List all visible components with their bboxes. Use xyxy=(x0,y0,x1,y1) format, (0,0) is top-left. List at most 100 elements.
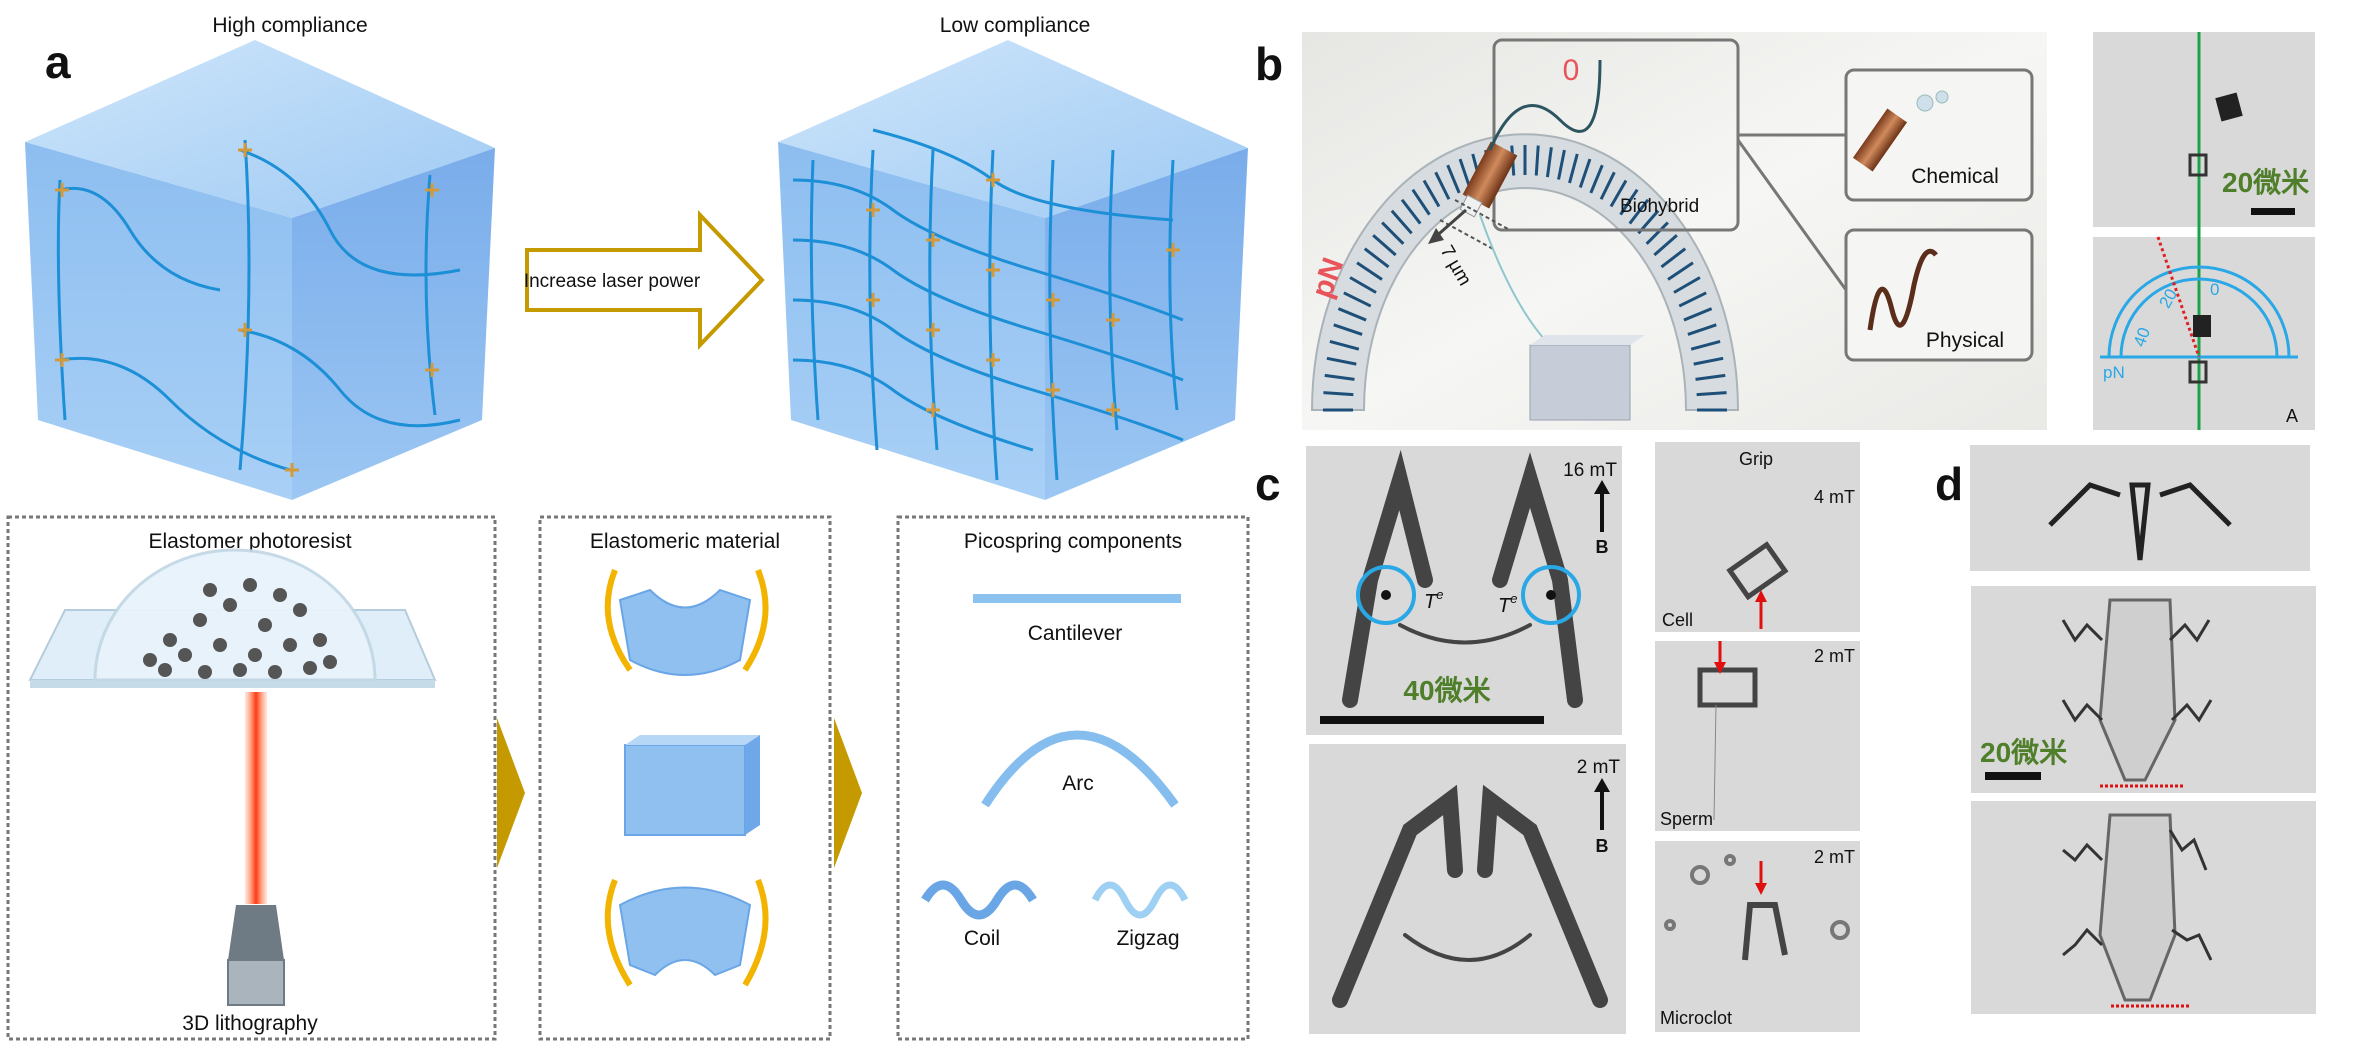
scale-tick xyxy=(1422,179,1441,208)
scale-tick xyxy=(1349,276,1377,294)
low-compliance-cube xyxy=(778,40,1248,500)
panel-a: a High compliance Low compliance Increas… xyxy=(6,14,1250,1041)
high-compliance-title: High compliance xyxy=(212,14,367,37)
scale-tick xyxy=(1619,188,1639,216)
physical-label: Physical xyxy=(1926,329,2004,352)
scale-tick xyxy=(1683,307,1713,322)
scale-tick xyxy=(1545,147,1553,178)
picospring-components-box xyxy=(896,515,1250,1041)
scale-tick xyxy=(1673,276,1701,294)
scale-tick xyxy=(1411,188,1431,216)
scale-tick xyxy=(1434,171,1451,200)
panel-label-c: c xyxy=(1255,458,1281,510)
micrograph-gripper-closed xyxy=(1309,744,1626,1034)
scale-bar xyxy=(1320,716,1544,724)
scale-bar xyxy=(1985,772,2041,780)
arc-force-scale xyxy=(1310,133,1740,411)
field-strength-top: 16 mT xyxy=(1563,460,1617,481)
scale-tick xyxy=(1343,291,1372,308)
grip-caption: Cell xyxy=(1662,610,1693,630)
sperm-caption: Sperm xyxy=(1660,809,1713,829)
scale-tick xyxy=(1678,291,1707,308)
field-strength-bottom: 2 mT xyxy=(1577,757,1621,778)
scale-text-b: 20微米 xyxy=(2222,167,2309,198)
scale-tick xyxy=(1400,198,1422,225)
component-coil: Coil xyxy=(964,927,1000,950)
box2-title: Elastomeric material xyxy=(590,530,780,553)
scale-tick xyxy=(1390,209,1413,235)
panel-label-a: a xyxy=(45,36,71,88)
field-direction-top: B xyxy=(1596,537,1609,557)
scale-tick xyxy=(1372,234,1397,257)
scale-tick xyxy=(1333,323,1363,336)
process-arrow-icon xyxy=(834,718,862,868)
photoresist-dome-illustration xyxy=(28,548,437,1006)
field-direction-bottom: B xyxy=(1596,836,1609,856)
scale-tick xyxy=(1381,221,1405,245)
scale-tick xyxy=(1667,261,1694,281)
panel-d: d 20微米 xyxy=(1935,445,2316,1014)
torque-rotation-icon xyxy=(1521,565,1581,625)
scale-tick xyxy=(1329,339,1360,351)
chemical-robot-icon xyxy=(1852,108,1908,172)
physical-spring-icon xyxy=(1867,248,1938,331)
scale-tick xyxy=(1609,179,1628,208)
scale-tick xyxy=(1363,247,1390,269)
torque-right-label: Te xyxy=(1498,591,1517,617)
sperm-field: 2 mT xyxy=(1814,646,1855,666)
scale-tick xyxy=(1693,356,1724,366)
increase-laser-power-arrow: Increase laser power xyxy=(524,210,765,350)
scale-text-d: 20微米 xyxy=(1980,737,2067,768)
torque-rotation-icon xyxy=(1356,565,1416,625)
walker-side-shape xyxy=(2048,482,2232,561)
panel-c: c Te Te 16 mT B 40微米 2 mT B Grip 4 mT xyxy=(1255,442,1860,1034)
gripper-closed-shape xyxy=(1332,784,1608,1008)
coil-shape xyxy=(921,880,1037,920)
box1-title: Elastomer photoresist xyxy=(148,530,351,553)
scale-text-c: 40微米 xyxy=(1403,675,1490,706)
protractor-unit: pN xyxy=(2103,363,2125,382)
biohybrid-robot-illustration xyxy=(1428,59,1645,421)
arrow-text: Increase laser power xyxy=(524,271,701,292)
scale-tick xyxy=(1589,164,1604,194)
elastomeric-material-illustration xyxy=(604,568,769,987)
scale-tick xyxy=(1337,307,1367,322)
scale-tick xyxy=(1687,323,1717,336)
scale-tick xyxy=(1653,234,1678,257)
scale-zero-label: 0 xyxy=(1563,54,1580,87)
panel-label-b: b xyxy=(1255,38,1283,90)
scale-tick xyxy=(1645,221,1669,245)
component-zigzag: Zigzag xyxy=(1116,927,1179,950)
box3-title: Picospring components xyxy=(964,530,1182,553)
scale-tick xyxy=(1695,373,1726,381)
box1-caption: 3D lithography xyxy=(182,1012,318,1035)
scale-tick xyxy=(1326,356,1357,366)
cantilever-shape xyxy=(973,594,1181,603)
process-arrow-icon xyxy=(497,718,525,868)
corner-label: A xyxy=(2286,406,2298,426)
scale-tick xyxy=(1324,373,1355,381)
panel-b: b 0 pN 7 µm Biohybrid Chemical Physical xyxy=(1255,32,2315,430)
scale-tick xyxy=(1628,198,1650,225)
elastomer-photoresist-box xyxy=(6,515,497,1041)
scale-tick xyxy=(1578,158,1592,188)
protractor-tick-0: 0 xyxy=(2210,280,2219,299)
scale-tick xyxy=(1568,153,1579,184)
scale-tick xyxy=(1599,171,1616,200)
panel-label-d: d xyxy=(1935,458,1963,510)
arc-shape xyxy=(981,730,1179,808)
scale-bar xyxy=(2251,208,2295,215)
scale-tick xyxy=(1323,391,1354,397)
physical-inset xyxy=(1844,228,2034,362)
low-compliance-title: Low compliance xyxy=(940,14,1091,37)
scale-tick xyxy=(1446,164,1461,194)
inset-connector xyxy=(1736,133,1848,291)
component-arc: Arc xyxy=(1062,772,1094,795)
scale-tick xyxy=(1534,145,1540,176)
scale-tick xyxy=(1458,158,1472,188)
scale-tick xyxy=(1557,149,1566,180)
biohybrid-label: Biohybrid xyxy=(1620,196,1699,217)
high-compliance-cube xyxy=(25,40,495,500)
micrograph-grip-cell xyxy=(1655,442,1860,632)
